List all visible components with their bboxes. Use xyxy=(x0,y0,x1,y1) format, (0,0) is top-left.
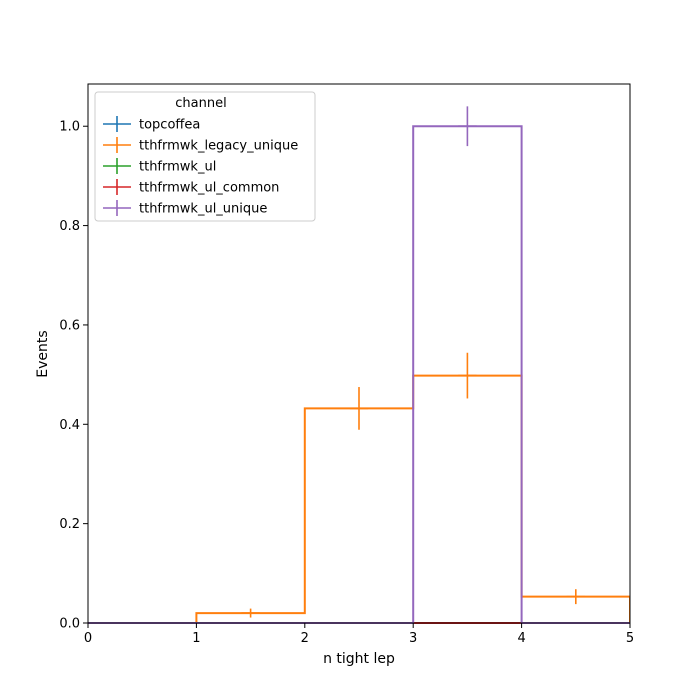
axes: 0 1 2 3 4 5 0.0 0.2 0.4 0.6 0.8 1.0 xyxy=(59,83,634,646)
legend-entry: tthfrmwk_ul_common xyxy=(103,179,279,196)
legend-label: tthfrmwk_legacy_unique xyxy=(139,139,298,154)
y-tick-label: 0.8 xyxy=(59,219,80,234)
y-tick-label: 0.2 xyxy=(59,517,80,532)
y-tick-label: 0.6 xyxy=(59,318,80,333)
y-tick-label: 0.0 xyxy=(59,617,80,632)
legend-entry: topcoffea xyxy=(103,116,200,133)
legend-entry: tthfrmwk_ul_unique xyxy=(103,200,267,217)
legend-title: channel xyxy=(175,96,226,111)
x-tick-label: 4 xyxy=(517,631,525,646)
legend-entry: tthfrmwk_ul xyxy=(103,158,216,175)
legend-entry: tthfrmwk_legacy_unique xyxy=(103,137,298,154)
x-axis-label: n tight lep xyxy=(323,651,395,667)
x-tick-label: 5 xyxy=(626,631,634,646)
y-axis-label: Events xyxy=(35,330,51,377)
x-tick-label: 2 xyxy=(301,631,309,646)
x-tick-label: 1 xyxy=(192,631,200,646)
x-tick-label: 0 xyxy=(84,631,92,646)
legend-label: tthfrmwk_ul_unique xyxy=(139,202,267,217)
legend-label: tthfrmwk_ul_common xyxy=(139,181,279,196)
legend-label: tthfrmwk_ul xyxy=(139,160,216,175)
legend: channel topcoffea tthfrmwk_legacy_uniquett… xyxy=(94,91,316,222)
legend-label: topcoffea xyxy=(139,118,200,133)
y-tick-label: 1.0 xyxy=(59,120,80,135)
x-tick-label: 3 xyxy=(409,631,417,646)
axes-frame xyxy=(87,83,631,624)
y-tick-label: 0.4 xyxy=(59,418,80,433)
legend-box xyxy=(94,91,316,222)
